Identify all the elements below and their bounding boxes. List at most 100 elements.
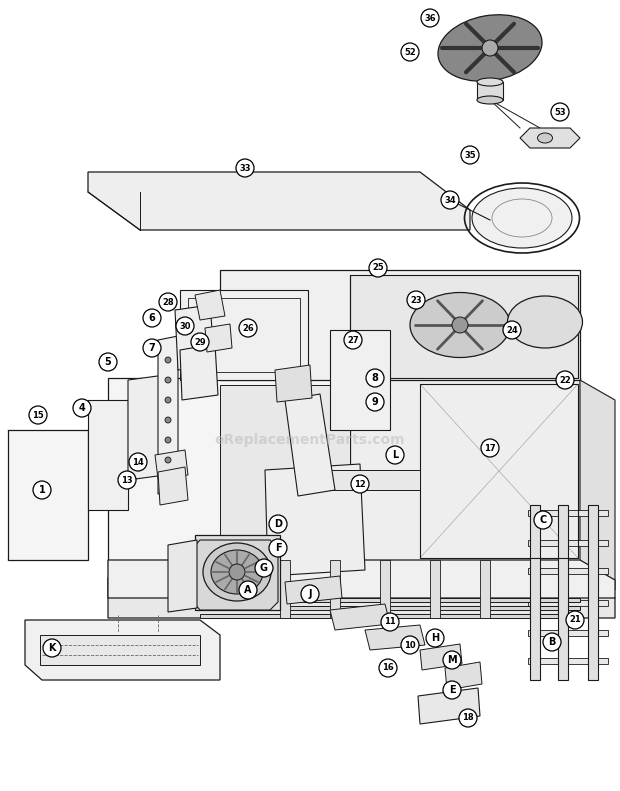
Polygon shape: [300, 470, 420, 490]
Circle shape: [165, 437, 171, 443]
Polygon shape: [8, 430, 88, 560]
Ellipse shape: [472, 188, 572, 248]
Circle shape: [481, 439, 499, 457]
Polygon shape: [275, 365, 312, 402]
Polygon shape: [285, 394, 335, 496]
Text: E: E: [449, 685, 455, 695]
Polygon shape: [158, 467, 188, 505]
Polygon shape: [285, 576, 342, 604]
Text: 7: 7: [149, 343, 156, 353]
Polygon shape: [480, 560, 490, 618]
Circle shape: [482, 40, 498, 56]
Circle shape: [43, 639, 61, 657]
Ellipse shape: [508, 296, 583, 348]
Text: 17: 17: [484, 444, 496, 452]
Text: 18: 18: [462, 713, 474, 722]
Polygon shape: [365, 625, 425, 650]
Text: A: A: [244, 585, 252, 595]
Text: 16: 16: [382, 664, 394, 672]
Circle shape: [165, 357, 171, 363]
Text: eReplacementParts.com: eReplacementParts.com: [215, 433, 405, 447]
Circle shape: [556, 371, 574, 389]
Polygon shape: [108, 578, 615, 618]
Circle shape: [441, 191, 459, 209]
Text: 23: 23: [410, 296, 422, 305]
Text: 34: 34: [444, 195, 456, 205]
Circle shape: [366, 369, 384, 387]
Circle shape: [443, 651, 461, 669]
Circle shape: [369, 259, 387, 277]
Text: 33: 33: [239, 164, 250, 172]
Polygon shape: [445, 662, 482, 690]
Polygon shape: [430, 560, 440, 618]
Circle shape: [381, 613, 399, 631]
Text: 8: 8: [371, 373, 378, 383]
Circle shape: [301, 585, 319, 603]
Polygon shape: [195, 290, 225, 320]
Text: F: F: [275, 543, 281, 553]
Polygon shape: [528, 600, 608, 606]
Text: 27: 27: [347, 335, 359, 345]
Circle shape: [401, 43, 419, 61]
Text: J: J: [308, 589, 312, 599]
Text: 52: 52: [404, 47, 416, 56]
Text: 14: 14: [132, 457, 144, 467]
Circle shape: [426, 629, 444, 647]
Text: 6: 6: [149, 313, 156, 323]
Circle shape: [176, 317, 194, 335]
Circle shape: [269, 539, 287, 557]
Text: C: C: [539, 515, 547, 525]
Circle shape: [129, 453, 147, 471]
Text: L: L: [392, 450, 398, 460]
Text: 12: 12: [354, 479, 366, 489]
Polygon shape: [175, 305, 215, 370]
Text: D: D: [274, 519, 282, 529]
Ellipse shape: [477, 78, 503, 86]
Ellipse shape: [477, 96, 503, 104]
Circle shape: [407, 291, 425, 309]
Ellipse shape: [538, 133, 552, 143]
Polygon shape: [588, 505, 598, 680]
Polygon shape: [530, 560, 540, 618]
Polygon shape: [280, 560, 290, 618]
Polygon shape: [25, 620, 220, 680]
Circle shape: [351, 475, 369, 493]
Polygon shape: [168, 540, 197, 612]
Polygon shape: [180, 290, 308, 380]
Polygon shape: [108, 378, 350, 580]
Circle shape: [143, 309, 161, 327]
Polygon shape: [193, 540, 278, 610]
Text: 11: 11: [384, 618, 396, 626]
Polygon shape: [528, 568, 608, 574]
Polygon shape: [195, 535, 280, 610]
Text: G: G: [260, 563, 268, 573]
Circle shape: [503, 321, 521, 339]
Polygon shape: [180, 344, 218, 400]
Circle shape: [239, 581, 257, 599]
Polygon shape: [530, 505, 540, 680]
Polygon shape: [220, 270, 580, 380]
Circle shape: [29, 406, 47, 424]
Polygon shape: [158, 336, 178, 494]
Polygon shape: [88, 172, 470, 230]
Circle shape: [165, 377, 171, 383]
Text: 26: 26: [242, 324, 254, 332]
Text: 21: 21: [569, 615, 581, 625]
Polygon shape: [420, 644, 462, 670]
Polygon shape: [108, 560, 615, 598]
Text: 4: 4: [79, 403, 86, 413]
Text: 15: 15: [32, 411, 44, 419]
Polygon shape: [128, 375, 165, 480]
Circle shape: [143, 339, 161, 357]
Text: 5: 5: [105, 357, 112, 367]
Polygon shape: [40, 635, 200, 665]
Polygon shape: [330, 604, 390, 630]
Polygon shape: [418, 688, 480, 724]
Circle shape: [191, 333, 209, 351]
Polygon shape: [350, 275, 578, 378]
Circle shape: [566, 611, 584, 629]
Circle shape: [239, 319, 257, 337]
Polygon shape: [528, 630, 608, 636]
Text: H: H: [431, 633, 439, 643]
Circle shape: [236, 159, 254, 177]
